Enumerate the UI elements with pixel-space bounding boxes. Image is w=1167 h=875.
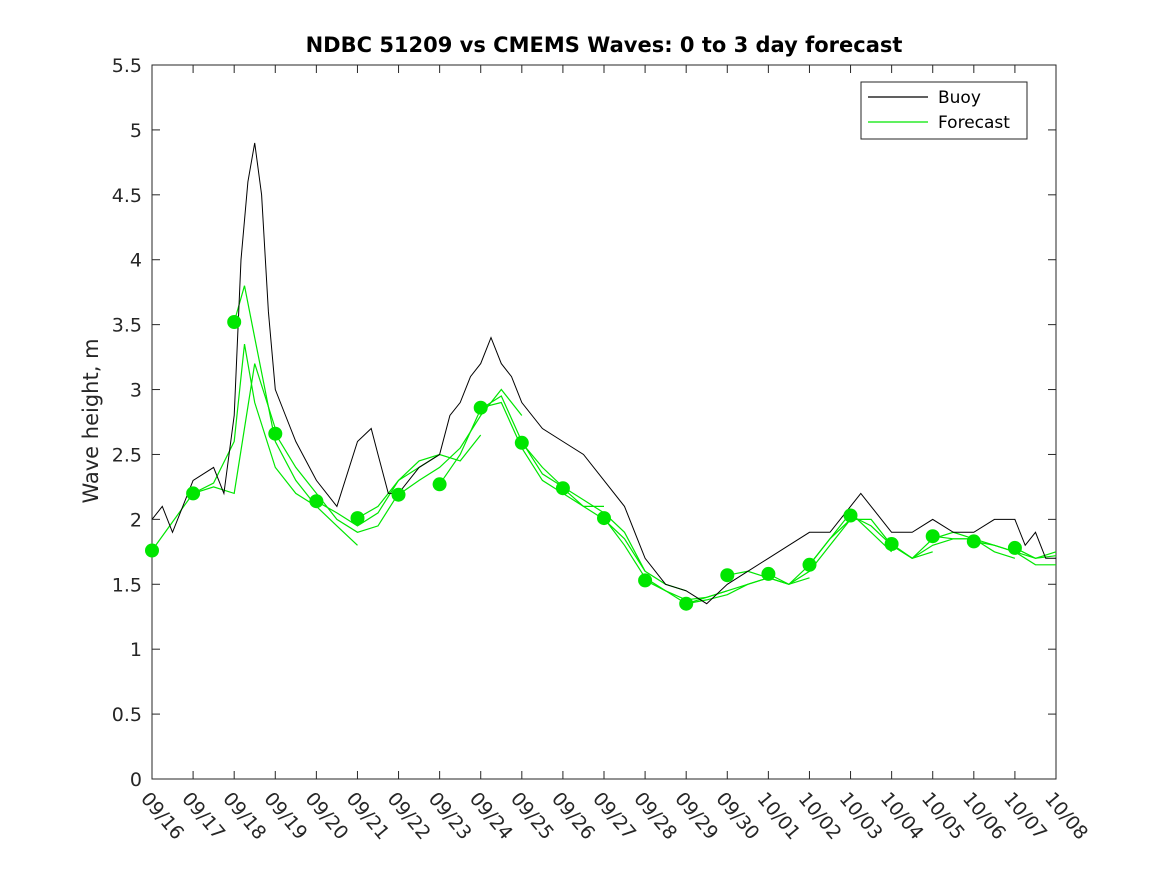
forecast-start-marker [268,426,283,441]
y-axis-label: Wave height, m [79,338,103,503]
forecast-start-marker [350,511,365,526]
chart-title: NDBC 51209 vs CMEMS Waves: 0 to 3 day fo… [306,33,903,57]
forecast-start-marker [555,481,570,496]
forecast-start-marker [227,315,242,329]
forecast-run-line [151,363,276,551]
forecast-run-line [398,388,523,496]
forecast-run-line [357,434,482,519]
forecast-start-marker [638,573,653,588]
legend: Buoy Forecast [860,81,1028,140]
legend-forecast-label: Forecast [938,113,1010,133]
y-tick-label: 3 [130,380,142,402]
forecast-start-marker [802,557,817,572]
forecast-start-marker [884,537,899,551]
forecast-start-marker [925,529,940,544]
y-tick-label: 1 [130,639,142,661]
y-tick-label: 1.5 [112,574,142,596]
legend-box [860,81,1028,140]
plot-area [145,64,1057,780]
forecast-start-marker [679,596,694,611]
forecast-start-marker [432,477,447,492]
forecast-start-marker [473,400,488,415]
y-tick-label: 0 [130,769,142,791]
forecast-run-line [439,395,564,488]
forecast-run-line [521,442,646,572]
y-axis: 0 0.5 1 1.5 2 2.5 3 3.5 4 4.5 5 5.5 [112,55,1056,791]
y-tick-label: 2.5 [112,444,142,466]
forecast-start-marker [720,568,735,583]
y-tick-label: 0.5 [112,704,142,726]
forecast-start-marker [843,508,858,523]
forecast-run-line [274,433,400,533]
forecast-start-marker [391,487,406,502]
legend-buoy-label: Buoy [938,88,981,108]
forecast-run-line [1014,547,1057,559]
forecast-start-marker [186,486,201,501]
y-tick-label: 5.5 [112,55,142,77]
forecast-start-marker [514,435,529,450]
y-tick-label: 4.5 [112,185,142,207]
y-tick-label: 4 [130,250,142,272]
forecast-start-marker [761,566,776,581]
y-tick-label: 3.5 [112,315,142,337]
y-tick-label: 2 [130,509,142,531]
forecast-start-marker [1007,540,1022,555]
forecast-start-marker [309,494,324,509]
forecast-run-line [233,285,358,546]
forecast-start-marker [597,511,611,526]
buoy-line [151,142,1056,605]
forecast-start-marker [145,543,159,558]
y-tick-label: 5 [130,120,142,142]
forecast-start-marker [966,534,981,549]
